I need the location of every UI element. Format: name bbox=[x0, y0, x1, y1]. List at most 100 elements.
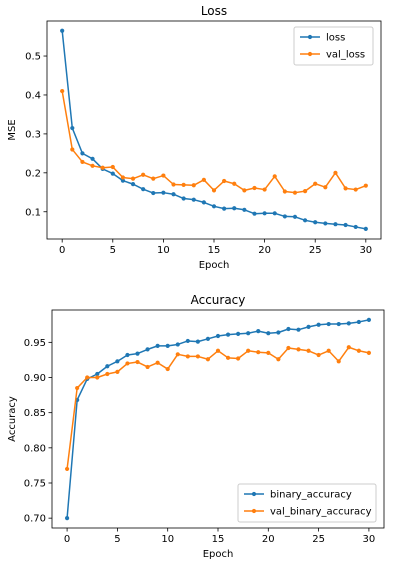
data-point bbox=[242, 188, 247, 193]
data-point bbox=[60, 28, 65, 33]
legend-swatch-marker bbox=[307, 34, 313, 40]
data-point bbox=[215, 333, 221, 339]
data-point bbox=[185, 354, 190, 359]
data-point bbox=[205, 336, 211, 341]
data-point bbox=[346, 345, 351, 350]
data-point bbox=[266, 350, 271, 355]
data-point bbox=[80, 151, 85, 156]
y-tick-label: 0.4 bbox=[25, 90, 41, 101]
data-point bbox=[242, 207, 247, 212]
data-point bbox=[343, 222, 348, 228]
x-tick-label: 5 bbox=[114, 534, 120, 545]
data-point bbox=[195, 354, 200, 359]
data-point bbox=[252, 211, 257, 216]
x-tick-label: 15 bbox=[208, 245, 221, 256]
legend-label: loss bbox=[326, 33, 345, 44]
data-point bbox=[115, 359, 120, 364]
y-tick-label: 0.85 bbox=[24, 408, 46, 419]
data-point bbox=[161, 173, 166, 178]
x-tick-label: 0 bbox=[59, 245, 65, 256]
data-point bbox=[343, 186, 348, 191]
series-line bbox=[61, 90, 367, 194]
legend-label: val_loss bbox=[326, 50, 365, 61]
data-point bbox=[60, 88, 65, 94]
data-point bbox=[326, 348, 331, 353]
data-point bbox=[125, 361, 130, 366]
data-point bbox=[120, 175, 126, 180]
data-point bbox=[313, 181, 318, 186]
data-point bbox=[252, 185, 257, 191]
data-point bbox=[70, 147, 75, 152]
data-point bbox=[141, 172, 146, 177]
y-tick-label: 0.3 bbox=[25, 129, 41, 140]
data-point bbox=[191, 197, 196, 202]
data-point bbox=[323, 221, 328, 226]
data-point bbox=[90, 163, 95, 168]
data-point bbox=[246, 331, 251, 336]
data-point bbox=[135, 351, 140, 356]
data-point bbox=[225, 355, 231, 360]
legend-label: val_binary_accuracy bbox=[270, 507, 372, 518]
y-axis-label: Accuracy bbox=[7, 396, 18, 442]
data-point bbox=[313, 220, 318, 225]
data-point bbox=[185, 338, 190, 344]
data-point bbox=[215, 348, 221, 353]
data-point bbox=[85, 375, 90, 380]
x-axis-label: Epoch bbox=[199, 260, 230, 271]
data-point bbox=[70, 125, 75, 131]
x-tick-label: 30 bbox=[363, 534, 376, 545]
x-tick-label: 10 bbox=[161, 534, 174, 545]
series-val_binary_accuracy bbox=[64, 345, 372, 472]
chart-panel-1: Accuracy 0 5 10 15 20 25 30 0.70 0.75 0.80 0.85 0.90… bbox=[7, 293, 385, 560]
data-point bbox=[222, 178, 227, 184]
data-point bbox=[266, 331, 271, 336]
data-point bbox=[306, 324, 311, 329]
data-point bbox=[75, 385, 80, 391]
chart-panel-0: Loss 0 5 10 15 20 25 30 0.1 0.2 0.3 0.4 0.5 Epoch MSE l… bbox=[7, 4, 382, 271]
data-point bbox=[141, 187, 146, 192]
data-point bbox=[145, 364, 150, 370]
x-tick-label: 20 bbox=[258, 245, 271, 256]
data-point bbox=[175, 352, 180, 357]
data-point bbox=[286, 326, 291, 332]
data-point bbox=[302, 218, 308, 223]
data-point bbox=[256, 350, 261, 355]
data-point bbox=[125, 352, 130, 358]
data-point bbox=[151, 176, 156, 181]
legend: loss val_loss bbox=[293, 26, 374, 66]
data-point bbox=[236, 331, 241, 337]
data-point bbox=[201, 177, 206, 182]
data-point bbox=[135, 359, 140, 365]
data-point bbox=[95, 375, 100, 380]
data-point bbox=[171, 182, 176, 187]
data-point bbox=[353, 187, 358, 192]
data-point bbox=[356, 348, 361, 353]
data-point bbox=[110, 164, 115, 170]
data-point bbox=[64, 466, 70, 472]
data-point bbox=[110, 171, 115, 176]
data-point bbox=[272, 174, 277, 179]
chart-title: Accuracy bbox=[191, 293, 246, 307]
y-tick-label: 0.70 bbox=[24, 514, 46, 525]
data-point bbox=[165, 366, 170, 372]
data-point bbox=[201, 200, 206, 205]
data-point bbox=[181, 182, 186, 187]
data-point bbox=[232, 206, 237, 211]
series-loss bbox=[60, 28, 368, 231]
data-point bbox=[232, 181, 237, 186]
data-point bbox=[316, 322, 321, 327]
legend: binary_accuracy val_binary_accuracy bbox=[237, 483, 377, 523]
legend-box bbox=[237, 483, 377, 523]
data-point bbox=[353, 224, 358, 230]
data-point bbox=[225, 332, 231, 337]
data-point bbox=[155, 360, 160, 365]
data-point bbox=[333, 170, 338, 175]
y-tick-label: 0.90 bbox=[24, 373, 46, 384]
data-point bbox=[105, 364, 110, 369]
data-point bbox=[302, 189, 308, 194]
y-tick-label: 0.5 bbox=[25, 52, 41, 63]
data-point bbox=[296, 327, 301, 332]
data-point bbox=[130, 176, 136, 181]
